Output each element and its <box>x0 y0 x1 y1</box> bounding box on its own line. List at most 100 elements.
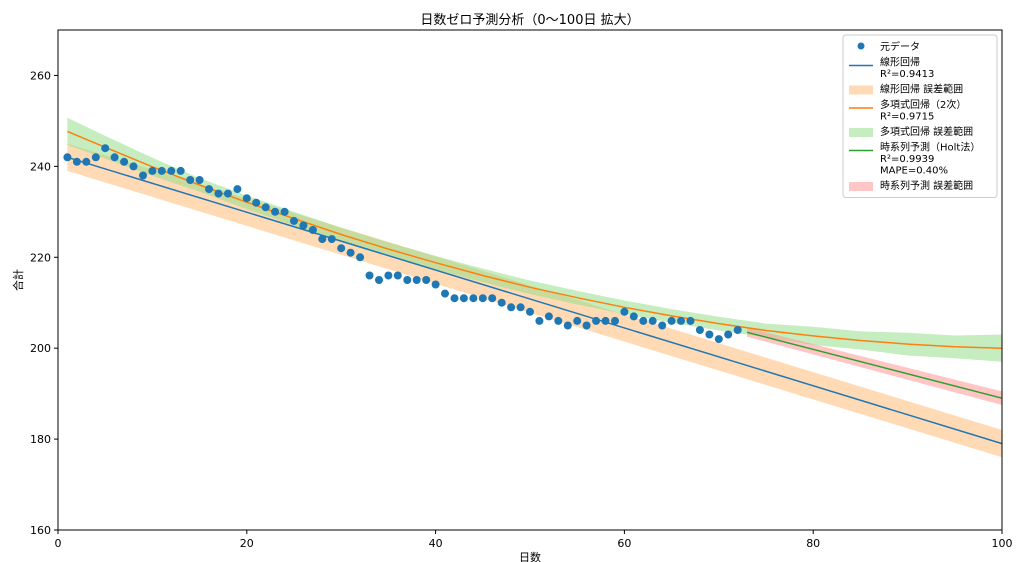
data-point <box>346 248 355 257</box>
data-point <box>441 289 449 298</box>
data-point <box>214 189 223 198</box>
data-point <box>450 294 459 303</box>
data-point <box>563 321 572 330</box>
x-tick-label: 40 <box>429 537 443 550</box>
data-point <box>677 316 685 325</box>
data-point <box>356 253 365 262</box>
y-tick-label: 220 <box>30 251 51 264</box>
data-point <box>469 294 478 303</box>
poly-regression-line <box>67 130 1003 349</box>
plot-area <box>63 117 1003 458</box>
data-point <box>308 226 317 234</box>
data-point <box>63 153 72 162</box>
data-point <box>186 176 195 184</box>
data-point <box>516 303 525 312</box>
data-point <box>129 162 138 171</box>
data-point <box>91 153 100 162</box>
data-point <box>148 166 157 175</box>
data-point <box>233 185 242 194</box>
data-point <box>582 321 591 330</box>
data-point <box>299 221 308 230</box>
axes-frame <box>57 29 1003 531</box>
data-point <box>714 335 723 344</box>
data-point <box>705 330 714 339</box>
data-point <box>544 312 553 321</box>
x-tick-label: 60 <box>617 537 631 550</box>
axes: 0 20 40 60 80 100 160 180 200 220 240 260 <box>30 69 1013 550</box>
legend-label: R²=0.9715 <box>880 112 934 123</box>
data-point <box>526 307 534 316</box>
legend-label: MAPE=0.40% <box>880 166 948 177</box>
data-point <box>261 203 270 212</box>
y-tick-label: 200 <box>30 342 51 355</box>
legend-marker <box>857 42 865 50</box>
data-point <box>375 276 383 284</box>
data-point <box>658 321 667 330</box>
data-point <box>327 235 336 244</box>
legend-label: 線形回帰 誤差範囲 <box>880 83 963 96</box>
data-point <box>620 307 629 316</box>
data-point <box>478 294 487 303</box>
data-point <box>120 157 129 166</box>
data-point <box>639 316 648 325</box>
legend-patch-swatch <box>849 182 873 191</box>
x-tick-label: 20 <box>240 537 254 550</box>
y-axis-label: 合計 <box>11 269 25 291</box>
data-point <box>318 235 327 244</box>
legend-label: 多項式回帰（2次） <box>880 98 966 111</box>
data-point <box>242 194 251 203</box>
data-point <box>252 198 261 207</box>
data-point <box>290 216 298 225</box>
data-point <box>667 316 676 325</box>
legend-label: 線形回帰 <box>880 56 920 69</box>
data-point <box>611 316 619 325</box>
data-point <box>82 157 91 166</box>
data-point <box>601 316 610 325</box>
x-tick-label: 0 <box>55 537 62 550</box>
legend-label: R²=0.9939 <box>880 154 934 165</box>
data-point <box>393 271 402 280</box>
data-point <box>724 330 733 339</box>
data-point <box>629 312 638 321</box>
x-axis-label: 日数 <box>519 551 541 562</box>
data-point <box>223 189 232 198</box>
y-tick-label: 240 <box>30 160 51 173</box>
data-point <box>280 207 289 216</box>
y-tick-label: 260 <box>30 69 51 82</box>
data-point <box>648 316 657 325</box>
data-point <box>271 207 280 216</box>
legend-label: 多項式回帰 誤差範囲 <box>880 125 973 138</box>
poly-regression-error-band <box>67 117 1002 362</box>
data-point <box>488 294 497 303</box>
data-point <box>176 166 185 175</box>
x-tick-label: 80 <box>806 537 820 550</box>
data-point <box>459 294 468 303</box>
legend-patch-swatch <box>849 128 873 137</box>
data-point <box>431 280 440 289</box>
data-point <box>195 176 204 184</box>
data-point <box>403 276 412 284</box>
holt-forecast-error-band <box>747 327 1002 405</box>
data-point <box>110 153 119 162</box>
linear-regression-line <box>67 156 1003 445</box>
legend-box <box>842 34 998 198</box>
data-point <box>535 316 544 325</box>
data-point <box>384 271 393 280</box>
data-point <box>139 171 147 180</box>
data-point <box>507 303 516 312</box>
data-point <box>554 316 563 325</box>
chart-title: 日数ゼロ予測分析（0〜100日 拡大） <box>420 13 639 28</box>
data-point <box>573 316 582 325</box>
x-tick-label: 100 <box>992 537 1013 550</box>
holt-forecast-line <box>746 331 1003 399</box>
y-tick-label: 180 <box>30 433 51 446</box>
data-point <box>167 166 176 175</box>
data-point <box>695 326 704 334</box>
legend-label: 元データ <box>880 40 920 53</box>
legend-label: R²=0.9413 <box>880 69 934 80</box>
legend-label: 時系列予測 誤差範囲 <box>880 179 973 192</box>
data-point <box>592 316 601 325</box>
data-point <box>412 276 421 284</box>
